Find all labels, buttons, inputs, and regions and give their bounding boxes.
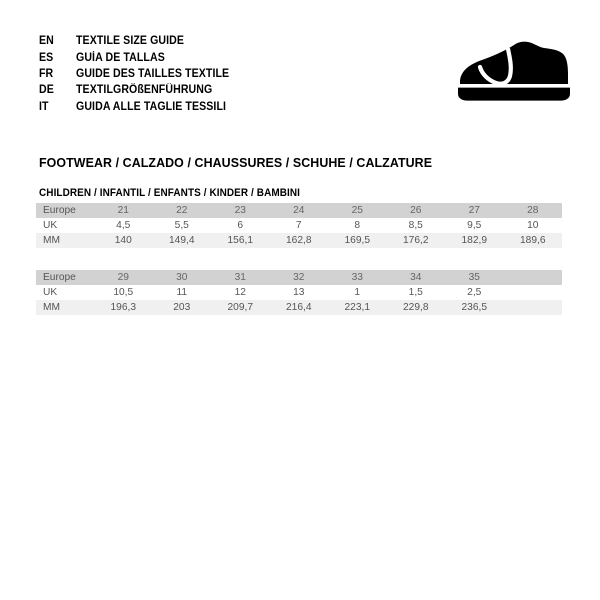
table-cell: 223,1 [328,300,387,315]
table-cell: 25 [328,203,387,218]
row-label: MM [36,233,94,248]
table-cell [503,300,562,315]
size-table-children-part-1: Europe 21 22 23 24 25 26 27 28 UK 4,5 5,5 6 7 8 8,5 9,5 1… [36,203,562,248]
table-row: Europe 21 22 23 24 25 26 27 28 [36,203,562,218]
language-code: DE [39,84,54,97]
table-cell [503,285,562,300]
table-cell: 6 [211,218,270,233]
table-cell: 169,5 [328,233,387,248]
group-title: CHILDREN / INFANTIL / ENFANTS / KINDER /… [39,187,301,199]
size-table-children-part-2: Europe 29 30 31 32 33 34 35 UK 10,5 11 12 13 1 1,5 2,5 M… [36,270,562,315]
table-body-2: Europe 29 30 31 32 33 34 35 UK 10,5 11 12 13 1 1,5 2,5 M… [36,270,562,315]
row-label: UK [36,218,94,233]
language-legend: EN TEXTILE SIZE GUIDE ES GUÍA DE TALLAS FR GU… [39,33,243,115]
language-row: IT GUIDA ALLE TAGLIE TESSILI [39,99,243,115]
row-label: Europe [36,203,94,218]
table-cell: 22 [152,203,211,218]
table-cell: 12 [211,285,270,300]
table-cell: 24 [269,203,328,218]
language-title: TEXTILGRÖßENFÜHRUNG [76,84,213,97]
table-cell: 156,1 [211,233,270,248]
table-cell: 162,8 [269,233,328,248]
table-cell: 28 [503,203,562,218]
language-row: EN TEXTILE SIZE GUIDE [39,33,243,49]
table-cell: 1 [328,285,387,300]
language-code: ES [39,51,54,64]
table-row: UK 4,5 5,5 6 7 8 8,5 9,5 10 [36,218,562,233]
table-cell: 4,5 [94,218,153,233]
language-code: FR [39,67,54,80]
table-body-1: Europe 21 22 23 24 25 26 27 28 UK 4,5 5,5 6 7 8 8,5 9,5 1… [36,203,562,248]
table-cell: 149,4 [152,233,211,248]
language-title: GUIDE DES TAILLES TEXTILE [76,67,230,80]
row-label: UK [36,285,94,300]
table-cell: 140 [94,233,153,248]
table-cell: 13 [269,285,328,300]
table-cell: 26 [386,203,445,218]
language-title: TEXTILE SIZE GUIDE [76,35,185,48]
language-title: GUIDA ALLE TAGLIE TESSILI [76,100,227,113]
table-cell: 33 [328,270,387,285]
language-code: IT [39,100,49,113]
table-cell: 8 [328,218,387,233]
table-cell: 236,5 [445,300,504,315]
table-row: UK 10,5 11 12 13 1 1,5 2,5 [36,285,562,300]
table-cell: 34 [386,270,445,285]
table-cell: 31 [211,270,270,285]
table-cell: 35 [445,270,504,285]
table-cell [503,270,562,285]
table-cell: 189,6 [503,233,562,248]
table-cell: 7 [269,218,328,233]
table-cell: 32 [269,270,328,285]
table-cell: 8,5 [386,218,445,233]
language-row: ES GUÍA DE TALLAS [39,49,243,65]
language-code: EN [39,35,54,48]
table-cell: 216,4 [269,300,328,315]
table-row: Europe 29 30 31 32 33 34 35 [36,270,562,285]
table-cell: 203 [152,300,211,315]
table-cell: 5,5 [152,218,211,233]
language-row: FR GUIDE DES TAILLES TEXTILE [39,66,243,82]
table-cell: 10,5 [94,285,153,300]
table-cell: 1,5 [386,285,445,300]
table-cell: 9,5 [445,218,504,233]
table-row: MM 140 149,4 156,1 162,8 169,5 176,2 182,9 189,6 [36,233,562,248]
table-cell: 176,2 [386,233,445,248]
table-cell: 182,9 [445,233,504,248]
row-label: Europe [36,270,94,285]
table-cell: 27 [445,203,504,218]
table-cell: 10 [503,218,562,233]
table-cell: 30 [152,270,211,285]
language-title: GUÍA DE TALLAS [76,51,165,64]
table-cell: 11 [152,285,211,300]
table-cell: 229,8 [386,300,445,315]
section-title: FOOTWEAR / CALZADO / CHAUSSURES / SCHUHE… [39,155,433,170]
language-row: DE TEXTILGRÖßENFÜHRUNG [39,82,243,98]
table-cell: 209,7 [211,300,270,315]
table-cell: 2,5 [445,285,504,300]
table-row: MM 196,3 203 209,7 216,4 223,1 229,8 236,5 [36,300,562,315]
table-cell: 29 [94,270,153,285]
table-cell: 21 [94,203,153,218]
row-label: MM [36,300,94,315]
childrens-shoe-icon [452,38,572,106]
table-cell: 196,3 [94,300,153,315]
table-cell: 23 [211,203,270,218]
